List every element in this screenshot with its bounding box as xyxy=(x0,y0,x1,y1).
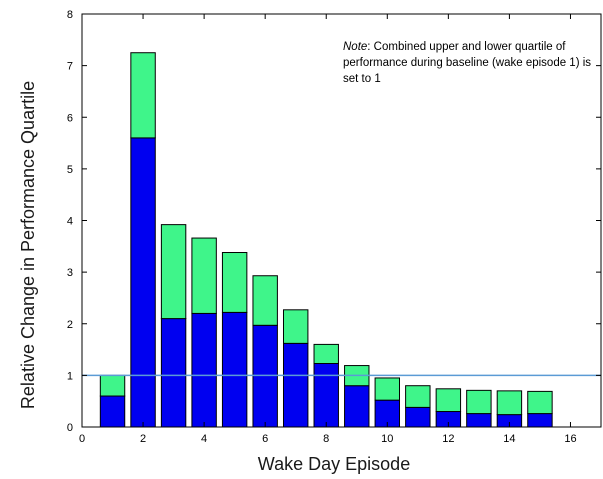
bar-lower-9 xyxy=(344,385,370,428)
bar-upper-15 xyxy=(527,390,553,415)
bar-upper-5 xyxy=(221,252,248,313)
bar-upper-13 xyxy=(466,389,492,415)
y-tick-label-4: 4 xyxy=(67,216,73,228)
bar-upper-8 xyxy=(313,343,339,365)
x-axis-label: Wake Day Episode xyxy=(258,454,410,474)
bar-lower-3 xyxy=(160,318,187,428)
bar-upper-11 xyxy=(405,385,431,408)
bar-lower-1 xyxy=(99,395,126,428)
bar-upper-10 xyxy=(374,377,401,401)
y-axis-ticks: 0 1 2 3 4 5 6 7 8 xyxy=(67,9,601,434)
bar-upper-1 xyxy=(99,374,126,397)
x-tick-label-6: 6 xyxy=(262,433,268,445)
x-tick-label-8: 8 xyxy=(323,433,329,445)
bar-lower-15 xyxy=(527,413,553,428)
y-axis-label: Relative Change in Performance Quartile xyxy=(18,81,38,409)
annotation-prefix: Note xyxy=(343,41,368,53)
bar-lower-7 xyxy=(282,342,309,428)
bar-upper-7 xyxy=(282,309,309,344)
x-tick-label-2: 2 xyxy=(140,433,146,445)
y-tick-label-6: 6 xyxy=(67,112,73,124)
bar-lower-4 xyxy=(191,312,217,428)
x-tick-label-12: 12 xyxy=(442,433,454,445)
bar-upper-6 xyxy=(252,275,278,326)
bar-lower-13 xyxy=(466,413,492,428)
y-tick-label-2: 2 xyxy=(67,319,73,331)
bar-upper-2 xyxy=(130,52,156,139)
bar-upper-12 xyxy=(435,388,462,413)
bar-upper-4 xyxy=(191,237,217,314)
y-tick-label-3: 3 xyxy=(67,267,73,279)
bars-group xyxy=(99,52,553,428)
x-tick-label-16: 16 xyxy=(564,433,576,445)
bar-lower-5 xyxy=(221,311,248,428)
y-tick-label-1: 1 xyxy=(67,370,73,382)
x-tick-label-0: 0 xyxy=(79,433,85,445)
bar-lower-6 xyxy=(252,324,278,428)
chart-annotation: Note: Combined upper and lower quartile … xyxy=(343,39,595,87)
bar-lower-2 xyxy=(130,137,156,428)
y-tick-label-0: 0 xyxy=(67,422,73,434)
bar-upper-3 xyxy=(160,224,187,320)
x-tick-label-10: 10 xyxy=(381,433,393,445)
bar-lower-8 xyxy=(313,363,339,428)
x-tick-label-14: 14 xyxy=(503,433,515,445)
x-axis-ticks: 0 2 4 6 8 10 12 14 16 xyxy=(79,14,577,445)
x-tick-label-4: 4 xyxy=(201,433,207,445)
annotation-text: : Combined upper and lower quartile of p… xyxy=(343,41,592,85)
bar-lower-11 xyxy=(405,406,431,428)
y-tick-label-8: 8 xyxy=(67,9,73,21)
y-tick-label-7: 7 xyxy=(67,61,73,73)
bar-upper-14 xyxy=(496,390,523,416)
y-tick-label-5: 5 xyxy=(67,164,73,176)
